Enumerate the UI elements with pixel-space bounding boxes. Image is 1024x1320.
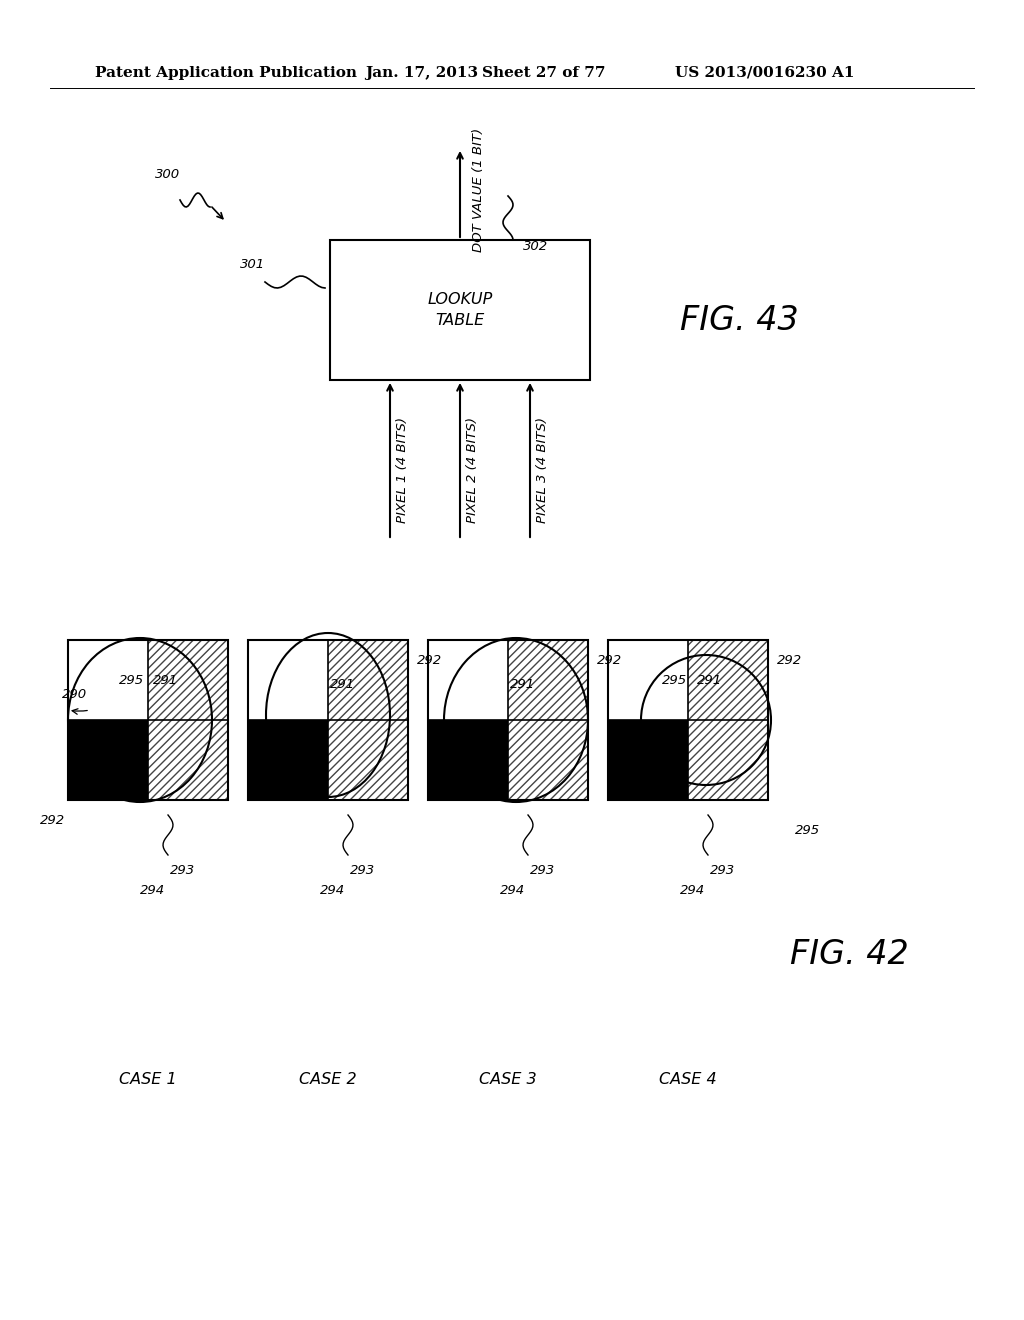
Text: CASE 2: CASE 2 [299,1072,356,1088]
Text: 292: 292 [597,653,623,667]
Bar [248,640,408,800]
Bar [248,719,328,800]
Text: 291: 291 [510,678,536,692]
Text: 291: 291 [331,678,355,692]
Text: Sheet 27 of 77: Sheet 27 of 77 [482,66,605,81]
Text: CASE 3: CASE 3 [479,1072,537,1088]
Text: 292: 292 [777,653,803,667]
Bar [68,719,148,800]
Bar [608,640,768,800]
Text: 294: 294 [680,883,706,896]
Text: 294: 294 [321,883,345,896]
Bar [328,719,408,800]
Text: 293: 293 [350,863,376,876]
Text: 292: 292 [418,653,442,667]
Bar [508,640,588,719]
Text: US 2013/0016230 A1: US 2013/0016230 A1 [675,66,854,81]
Text: 291: 291 [154,673,178,686]
Text: FIG. 42: FIG. 42 [790,939,908,972]
Text: 292: 292 [40,813,66,826]
Text: 300: 300 [155,169,180,181]
Bar [608,719,688,800]
Text: PIXEL 3 (4 BITS): PIXEL 3 (4 BITS) [536,417,549,523]
Text: 295: 295 [663,673,687,686]
Bar [328,640,408,719]
Text: FIG. 43: FIG. 43 [680,304,799,337]
Text: 294: 294 [501,883,525,896]
Text: PIXEL 1 (4 BITS): PIXEL 1 (4 BITS) [396,417,409,523]
Text: CASE 4: CASE 4 [659,1072,717,1088]
Text: Patent Application Publication: Patent Application Publication [95,66,357,81]
Bar [330,240,590,380]
Bar [68,640,148,719]
Bar [428,719,508,800]
Text: 302: 302 [523,239,548,252]
Text: 301: 301 [240,259,265,272]
Bar [68,640,228,800]
Bar [608,640,688,719]
Text: LOOKUP
TABLE: LOOKUP TABLE [427,292,493,327]
Bar [428,640,508,719]
Text: 293: 293 [530,863,556,876]
Text: Jan. 17, 2013: Jan. 17, 2013 [365,66,478,81]
Text: CASE 1: CASE 1 [119,1072,177,1088]
Text: 290: 290 [62,689,88,701]
Bar [148,640,228,719]
Text: 291: 291 [697,673,723,686]
Text: 293: 293 [170,863,196,876]
Text: 295: 295 [120,673,144,686]
Bar [248,640,328,719]
Text: 294: 294 [140,883,166,896]
Text: PIXEL 2 (4 BITS): PIXEL 2 (4 BITS) [466,417,479,523]
Text: DOT VALUE (1 BIT): DOT VALUE (1 BIT) [472,128,485,252]
Text: 295: 295 [796,824,820,837]
Bar [428,640,588,800]
Bar [688,719,768,800]
Text: 293: 293 [711,863,735,876]
Bar [148,719,228,800]
Bar [688,640,768,719]
Bar [508,719,588,800]
